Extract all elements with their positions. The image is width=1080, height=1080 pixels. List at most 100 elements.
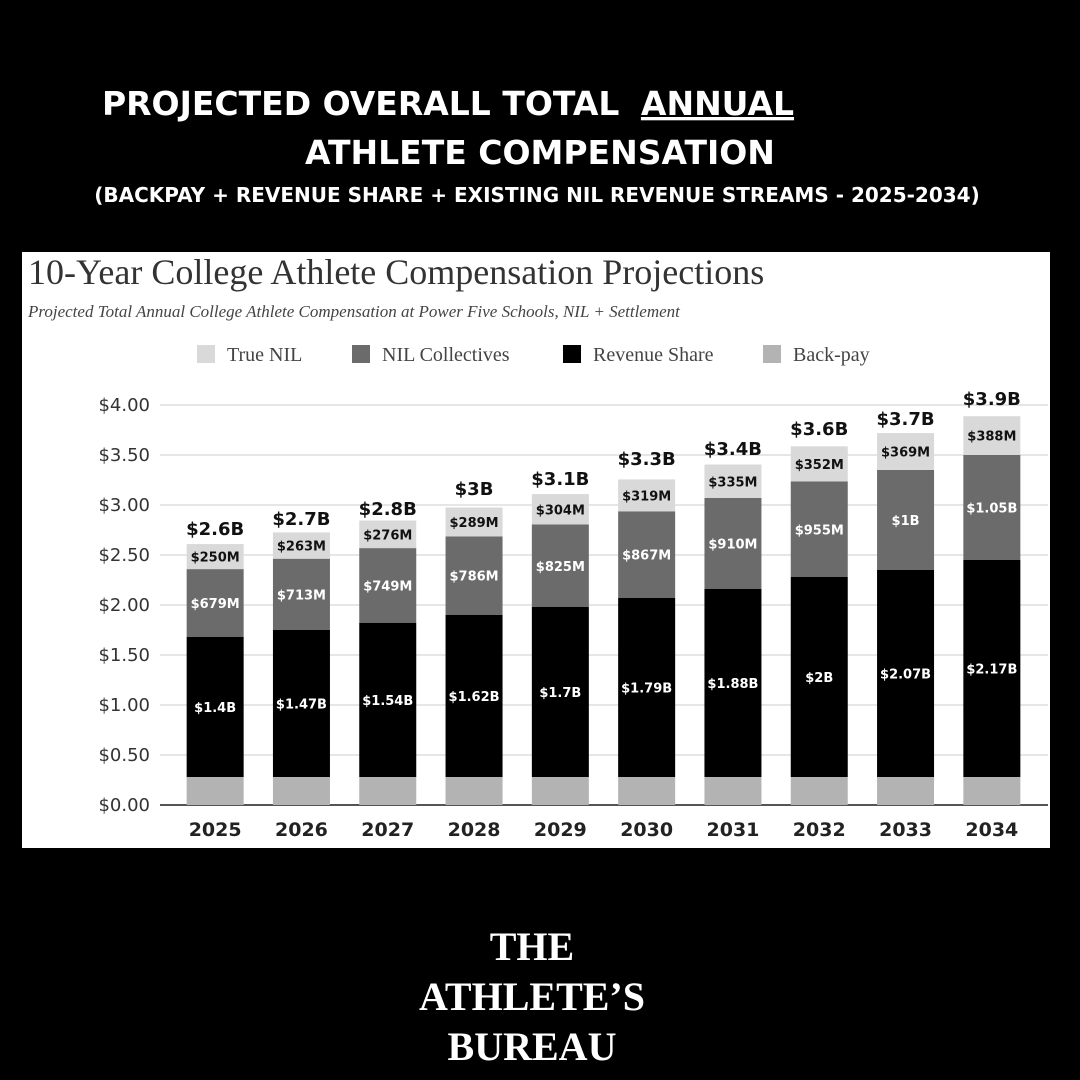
chart-title: 10-Year College Athlete Compensation Pro… — [28, 252, 764, 292]
y-tick-label: $0.50 — [98, 745, 150, 766]
total-label: $3.3B — [618, 449, 676, 470]
bar-segment — [963, 777, 1021, 805]
bar-segment — [963, 560, 1021, 777]
logo-line: BUREAU — [448, 1024, 617, 1069]
bar-segment — [272, 558, 330, 630]
value-label: $713M — [277, 588, 326, 603]
value-label: $1.05B — [966, 502, 1017, 517]
bar-segment — [272, 630, 330, 777]
legend-label: NIL Collectives — [382, 344, 510, 366]
y-tick-label: $4.00 — [98, 395, 150, 416]
bar-segment — [186, 569, 244, 637]
legend-swatch — [763, 345, 781, 363]
total-label: $3B — [455, 479, 494, 500]
y-tick-label: $1.00 — [98, 695, 150, 716]
bar-segment — [359, 777, 417, 805]
header-line: PROJECTED OVERALL TOTAL — [102, 84, 619, 123]
bar-segment — [790, 777, 848, 805]
x-tick-label: 2027 — [361, 819, 414, 841]
bar-segment — [704, 464, 762, 498]
bar-segment — [531, 777, 589, 805]
x-tick-label: 2029 — [534, 819, 587, 841]
bar-segment — [704, 589, 762, 777]
y-tick-label: $2.50 — [98, 545, 150, 566]
bar-segment — [618, 598, 676, 777]
y-tick-label: $1.50 — [98, 645, 150, 666]
bar-segment — [186, 777, 244, 805]
header-title: ATHLETE COMPENSATION — [305, 133, 775, 172]
x-tick-label: 2032 — [793, 819, 846, 841]
value-label: $369M — [881, 446, 930, 461]
bar-segment — [186, 637, 244, 777]
total-label: $3.4B — [704, 439, 762, 460]
value-label: $1.4B — [194, 701, 236, 716]
bar-segment — [963, 416, 1021, 455]
total-label: $3.7B — [876, 409, 934, 430]
value-label: $1.88B — [707, 677, 758, 692]
bar-segment — [359, 520, 417, 549]
value-label: $825M — [536, 560, 585, 575]
bar-segment — [531, 607, 589, 777]
y-tick-label: $3.50 — [98, 445, 150, 466]
bar-segment — [531, 524, 589, 607]
value-label: $335M — [708, 475, 757, 490]
legend-swatch — [563, 345, 581, 363]
value-label: $749M — [363, 580, 412, 595]
y-tick-label: $0.00 — [98, 795, 150, 816]
legend-swatch — [197, 345, 215, 363]
value-label: $2.07B — [880, 668, 931, 683]
bar-segment — [790, 481, 848, 577]
total-label: $2.7B — [272, 509, 330, 530]
value-label: $289M — [449, 516, 498, 531]
x-tick-label: 2031 — [707, 819, 760, 841]
y-tick-label: $3.00 — [98, 495, 150, 516]
bar-segment — [618, 511, 676, 598]
bar-segment — [877, 777, 935, 805]
bar-segment — [445, 777, 503, 805]
value-label: $1.54B — [362, 694, 413, 709]
value-label: $1.79B — [621, 682, 672, 697]
bar-segment — [877, 570, 935, 777]
value-label: $263M — [277, 540, 326, 555]
bar-segment — [790, 446, 848, 482]
total-label: $2.8B — [359, 499, 417, 520]
legend-swatch — [352, 345, 370, 363]
bar-segment — [445, 507, 503, 537]
value-label: $319M — [622, 489, 671, 504]
value-label: $388M — [967, 430, 1016, 445]
total-label: $3.1B — [531, 469, 589, 490]
logo-line: ATHLETE’S — [419, 974, 645, 1019]
bar-segment — [186, 544, 244, 570]
bar-segment — [359, 623, 417, 777]
x-tick-label: 2026 — [275, 819, 328, 841]
chart-subtitle: Projected Total Annual College Athlete C… — [27, 302, 681, 321]
bar-segment — [618, 479, 676, 512]
logo-line: THE — [490, 924, 574, 969]
bar-segment — [618, 777, 676, 805]
value-label: $910M — [708, 538, 757, 553]
bar-segment — [359, 548, 417, 623]
value-label: $955M — [795, 523, 844, 538]
value-label: $1.62B — [449, 690, 500, 705]
bar-segment — [877, 470, 935, 570]
value-label: $679M — [191, 597, 240, 612]
bar-segment — [445, 536, 503, 615]
value-label: $1.47B — [276, 698, 327, 713]
value-label: $304M — [536, 503, 585, 518]
bar-segment — [704, 498, 762, 589]
value-label: $1.7B — [539, 686, 581, 701]
x-tick-label: 2028 — [448, 819, 501, 841]
x-tick-label: 2033 — [879, 819, 932, 841]
legend-label: True NIL — [227, 344, 302, 366]
value-label: $2.17B — [966, 663, 1017, 678]
value-label: $250M — [191, 551, 240, 566]
x-tick-label: 2034 — [965, 819, 1018, 841]
bar-segment — [704, 777, 762, 805]
value-label: $1B — [892, 514, 920, 529]
legend-label: Revenue Share — [593, 344, 714, 366]
bar-segment — [445, 615, 503, 777]
bar-segment — [963, 455, 1021, 560]
x-tick-label: 2030 — [620, 819, 673, 841]
total-label: $2.6B — [186, 519, 244, 540]
